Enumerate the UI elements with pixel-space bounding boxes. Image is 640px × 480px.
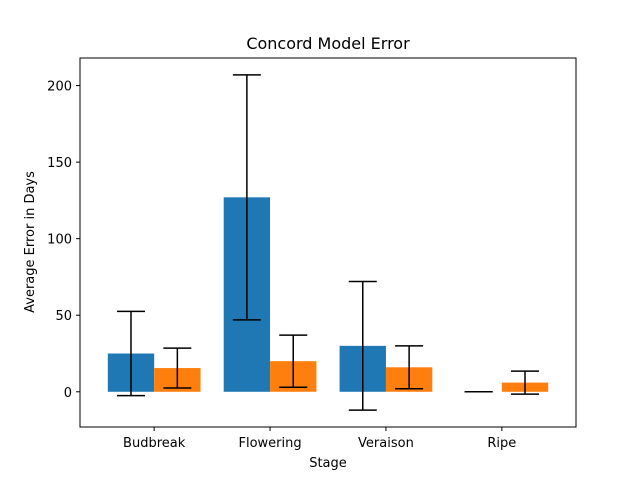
y-axis: 0 50 100 150 200: [47, 80, 80, 401]
error-bar-series-1-budbreak: [116, 310, 145, 397]
x-axis: Budbreak Flowering Veraison Ripe: [123, 427, 516, 451]
x-tick-label: Budbreak: [123, 436, 186, 451]
y-tick-label: 150: [47, 156, 72, 171]
error-bar-series-2-veraison: [395, 345, 424, 390]
x-tick-label: Veraison: [358, 436, 414, 451]
error-bar-series-1-flowering: [232, 74, 261, 321]
error-bar-series-2-ripe: [511, 370, 540, 395]
chart-title: Concord Model Error: [246, 34, 410, 53]
x-tick-label: Ripe: [487, 436, 516, 451]
y-tick-label: 200: [47, 80, 72, 95]
error-bar-series-2-flowering: [279, 334, 308, 388]
y-tick-label: 50: [55, 309, 72, 324]
plot-area: [107, 74, 549, 411]
plot-frame: [79, 57, 577, 428]
y-tick-label: 0: [64, 386, 72, 401]
x-axis-title: Stage: [309, 456, 347, 471]
x-tick-label: Flowering: [238, 436, 301, 451]
error-bar-series-2-budbreak: [163, 347, 192, 389]
y-tick-label: 100: [47, 233, 72, 248]
y-axis-title: Average Error in Days: [23, 171, 38, 313]
error-bar-series-1-veraison: [348, 280, 377, 411]
